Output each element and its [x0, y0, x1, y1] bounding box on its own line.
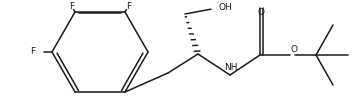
Text: F: F [69, 2, 74, 11]
Text: F: F [30, 48, 35, 56]
Text: O: O [290, 45, 297, 54]
Text: NH: NH [224, 64, 238, 72]
Text: O: O [258, 8, 265, 17]
Text: F: F [126, 2, 131, 11]
Text: OH: OH [218, 2, 232, 11]
